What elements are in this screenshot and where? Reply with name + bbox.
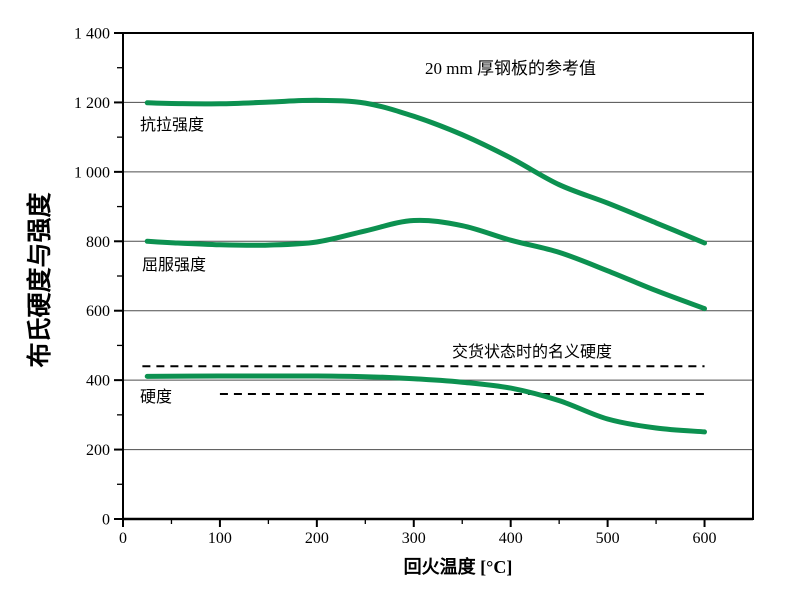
y-axis-label: 布氏硬度与强度	[26, 192, 54, 368]
hardness-curve	[144, 373, 707, 435]
y-tick-label: 200	[86, 442, 110, 459]
yield-strength-curve-label: 屈服强度	[142, 257, 207, 274]
y-tick-label: 1 400	[74, 26, 110, 43]
x-tick-label: 200	[305, 530, 329, 547]
nominal-hardness-reference-label: 交货状态时的名义硬度	[452, 344, 613, 361]
x-tick-label: 0	[119, 530, 127, 547]
y-tick-label: 400	[86, 373, 110, 390]
x-tick-label: 600	[693, 530, 717, 547]
x-tick-label: 400	[499, 530, 523, 547]
x-tick-label: 500	[596, 530, 620, 547]
y-tick-label: 800	[86, 234, 110, 251]
y-tick-label: 1 000	[74, 164, 110, 181]
plate-thickness-annotation: 20 mm 厚钢板的参考值	[425, 59, 596, 78]
hardness-curve-label: 硬度	[140, 389, 173, 406]
yield-strength-curve	[144, 217, 707, 312]
tensile-strength-curve	[144, 97, 707, 246]
x-tick-label: 100	[208, 530, 232, 547]
x-axis-label: 回火温度 [°C]	[403, 557, 513, 577]
x-tick-label: 300	[402, 530, 426, 547]
y-tick-label: 0	[102, 512, 110, 529]
y-tick-label: 600	[86, 303, 110, 320]
tensile-strength-curve-label: 抗拉强度	[140, 117, 205, 134]
y-tick-label: 1 200	[74, 95, 110, 112]
